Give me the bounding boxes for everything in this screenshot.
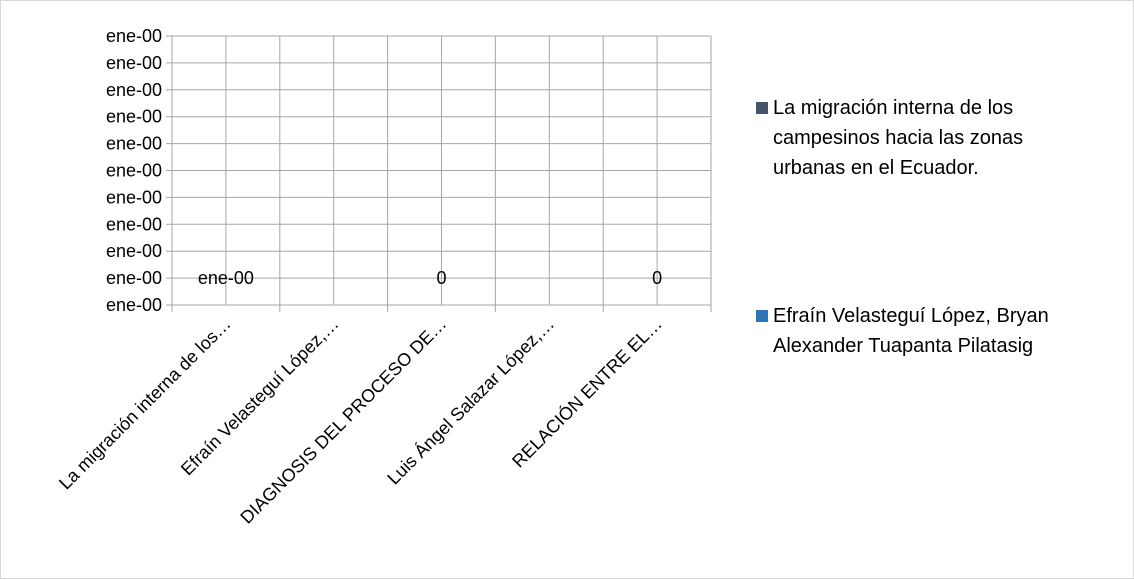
legend-label-series-1: La migración interna de los campesinos h… xyxy=(773,97,1024,179)
data-label: ene-00 xyxy=(198,268,254,288)
data-label: 0 xyxy=(436,268,446,288)
y-tick-label: ene-00 xyxy=(106,53,162,73)
legend-swatch-series-1 xyxy=(756,102,768,114)
y-tick-label: ene-00 xyxy=(106,187,162,207)
y-tick-label: ene-00 xyxy=(106,268,162,288)
legend-swatch-series-2 xyxy=(756,310,768,322)
y-tick-label: ene-00 xyxy=(106,161,162,181)
data-label: 0 xyxy=(652,268,662,288)
legend-item-series-1: La migración interna de los campesinos h… xyxy=(756,93,1096,183)
legend-label-series-2: Efraín Velasteguí López, Bryan Alexander… xyxy=(773,305,1049,357)
x-tick-label: La migración interna de los… xyxy=(55,314,235,494)
y-tick-label: ene-00 xyxy=(106,134,162,154)
y-tick-label: ene-00 xyxy=(106,26,162,46)
y-tick-label: ene-00 xyxy=(106,80,162,100)
legend-second: Efraín Velasteguí López, Bryan Alexander… xyxy=(756,301,1096,361)
y-tick-label: ene-00 xyxy=(106,241,162,261)
y-tick-label: ene-00 xyxy=(106,214,162,234)
y-tick-label: ene-00 xyxy=(106,107,162,127)
legend-item-series-2: Efraín Velasteguí López, Bryan Alexander… xyxy=(756,301,1096,361)
y-tick-label: ene-00 xyxy=(106,295,162,315)
legend: La migración interna de los campesinos h… xyxy=(756,93,1096,183)
x-tick-label: DIAGNOSIS DEL PROCESO DE… xyxy=(236,314,450,528)
